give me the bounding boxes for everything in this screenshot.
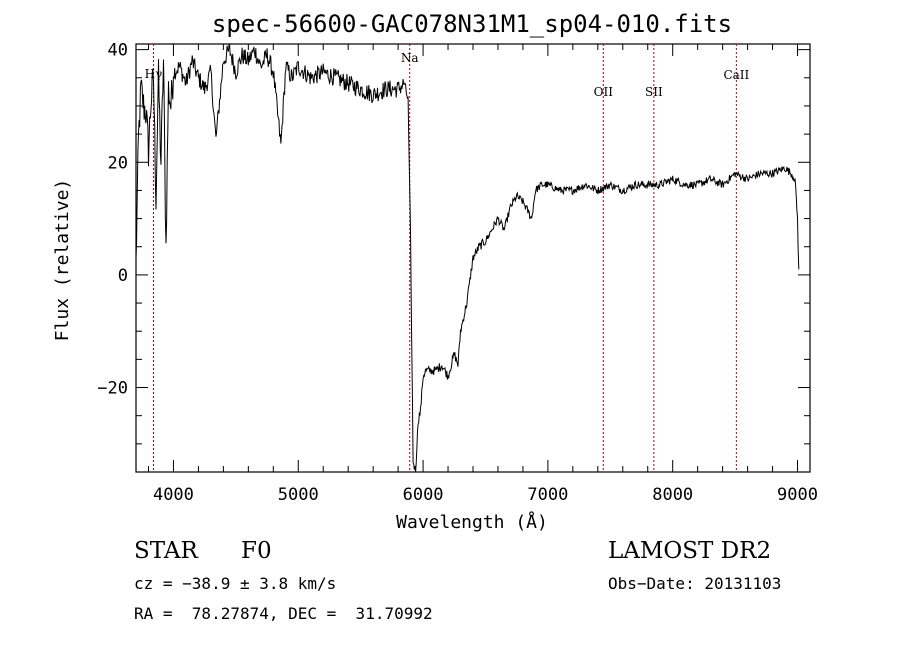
subclass: F0	[241, 538, 272, 564]
marker-label: Na	[401, 51, 419, 65]
y-tick-label: 20	[108, 153, 128, 173]
y-tick-label: −20	[97, 379, 128, 399]
x-tick-label: 9000	[777, 485, 818, 505]
spectrum-series-line	[135, 42, 800, 473]
marker-label: CaII	[723, 68, 749, 82]
x-tick-label: 7000	[527, 485, 568, 505]
obs-date: Obs−Date: 20131103	[608, 574, 782, 593]
y-tick-label: 40	[108, 41, 128, 61]
marker-label: SII	[645, 85, 663, 99]
x-tick-label: 5000	[278, 485, 319, 505]
y-tick-label: 0	[118, 266, 128, 286]
x-tick-label: 8000	[652, 485, 693, 505]
survey-name: LAMOST DR2	[608, 538, 772, 564]
axis-ticks: 4000 5000 6000 7000 8000 9000 −20 0 20 40	[97, 41, 818, 505]
y-axis-label: Flux (relative)	[52, 179, 73, 342]
object-class: STAR	[134, 538, 198, 564]
x-tick-label: 6000	[403, 485, 444, 505]
ra-dec: RA = 78.27874, DEC = 31.70992	[134, 604, 433, 623]
chart-title: spec-56600-GAC078N31M1_sp04-010.fits	[212, 10, 732, 38]
redshift-text: cz = −38.9 ± 3.8 km/s	[134, 574, 337, 593]
marker-label: OII	[594, 85, 614, 99]
x-tick-label: 4000	[153, 485, 194, 505]
x-axis-label: Wavelength (Å)	[396, 511, 548, 533]
